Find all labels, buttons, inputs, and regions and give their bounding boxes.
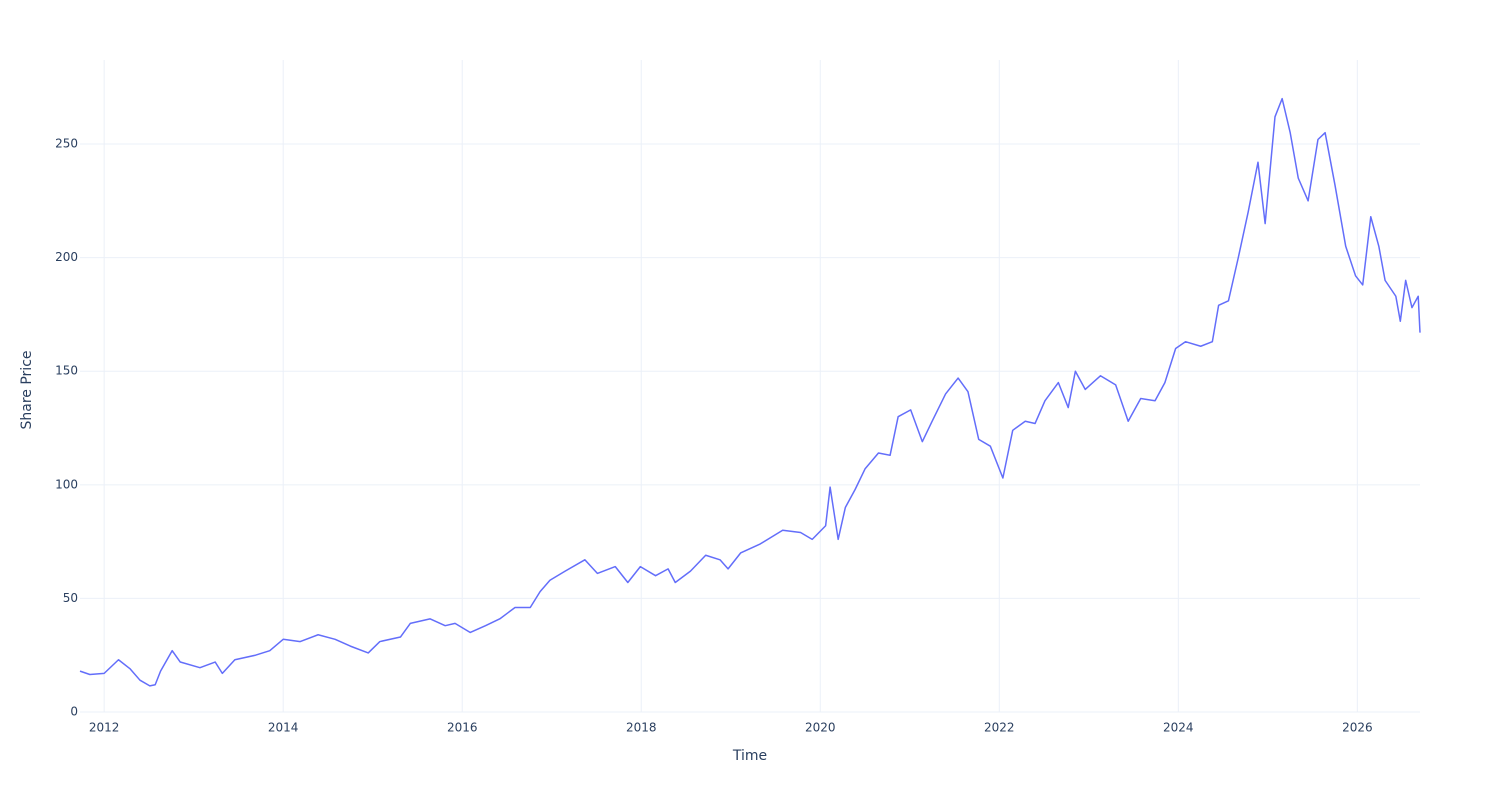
- x-tick-label: 2020: [805, 721, 836, 735]
- x-tick-label: 2024: [1163, 721, 1194, 735]
- x-tick-label: 2012: [89, 721, 120, 735]
- y-tick-label: 100: [55, 477, 78, 491]
- y-tick-label: 250: [55, 137, 78, 151]
- x-axis-title: Time: [732, 748, 767, 764]
- y-axis-title: Share Price: [19, 350, 35, 429]
- x-tick-label: 2016: [447, 721, 478, 735]
- x-tick-label: 2018: [626, 721, 657, 735]
- x-tick-label: 2026: [1342, 721, 1373, 735]
- x-tick-label: 2014: [268, 721, 299, 735]
- x-tick-label: 2022: [984, 721, 1015, 735]
- y-tick-label: 150: [55, 364, 78, 378]
- y-tick-label: 200: [55, 250, 78, 264]
- y-tick-label: 50: [63, 591, 78, 605]
- y-tick-label: 0: [70, 705, 78, 719]
- price-line: [79, 97, 1421, 687]
